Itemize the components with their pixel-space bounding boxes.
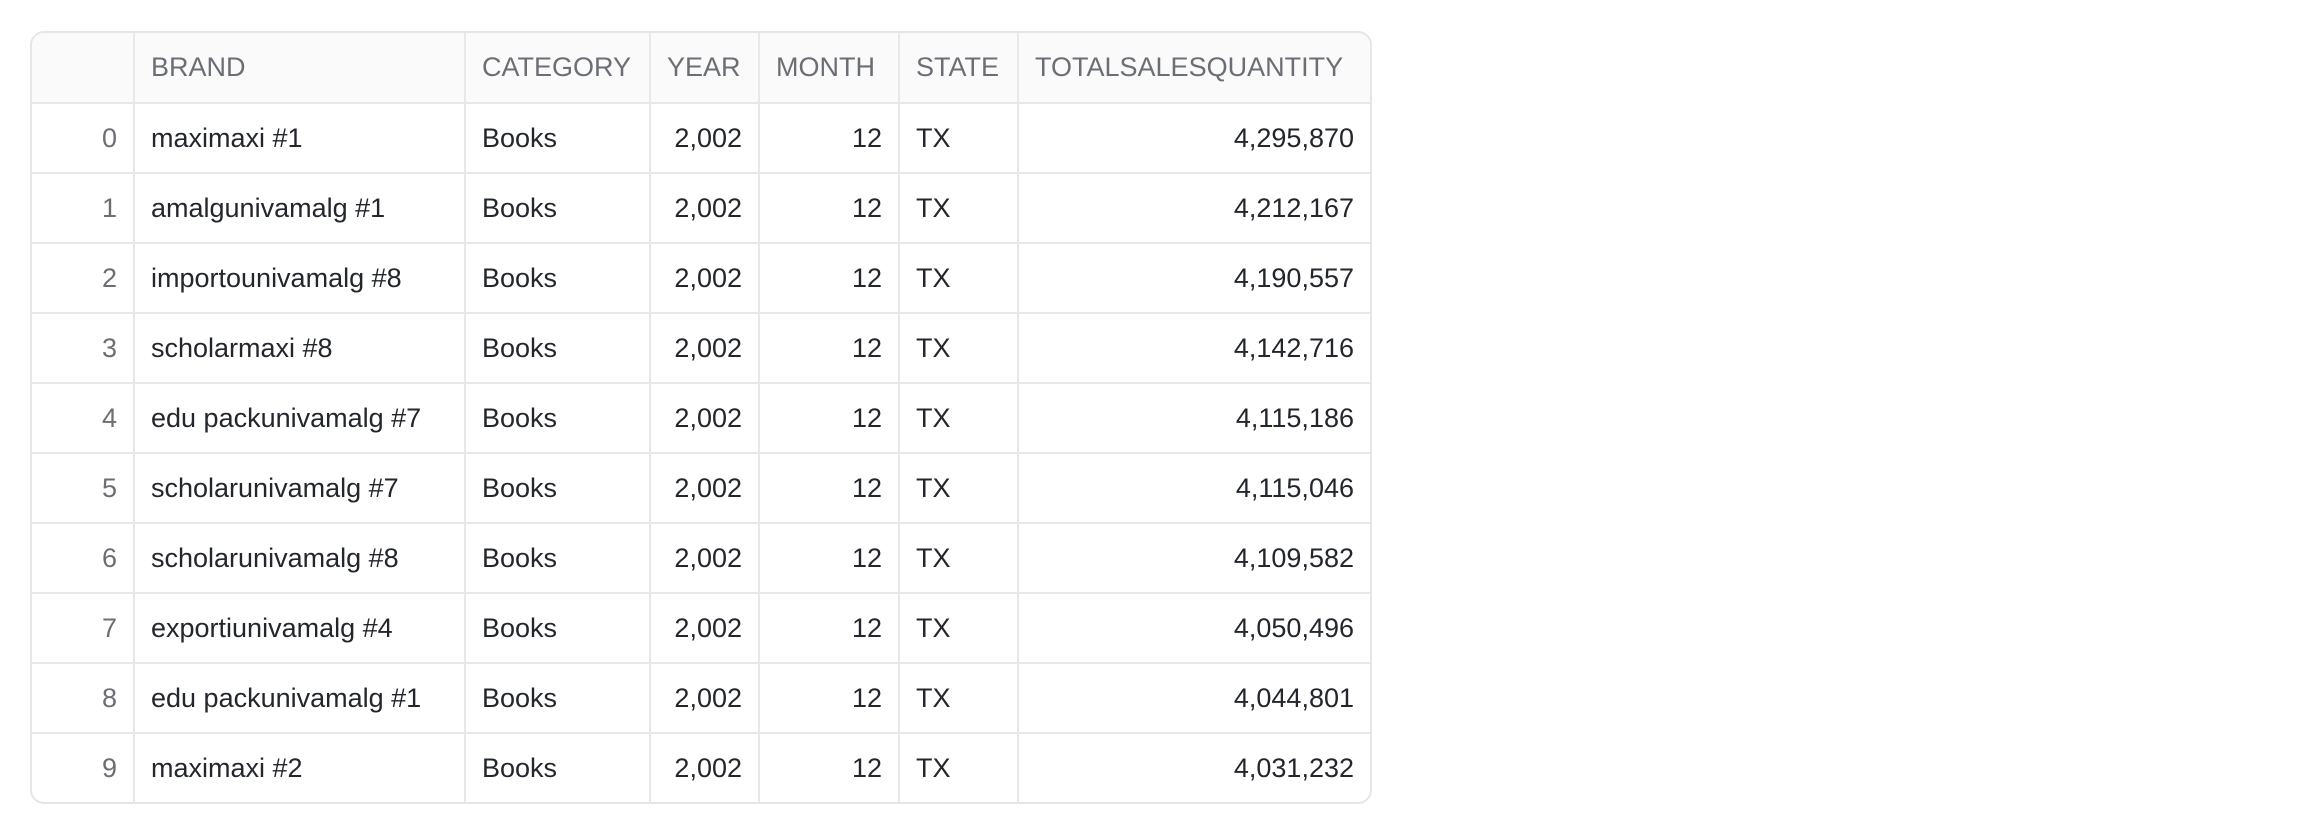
cell-state: TX [899, 313, 1019, 384]
header-index[interactable] [32, 33, 135, 104]
cell-state: TX [899, 733, 1019, 802]
cell-brand: amalgunivamalg #1 [134, 173, 466, 244]
cell-category: Books [465, 103, 651, 174]
table-row: 5 scholarunivamalg #7 Books 2,002 12 TX 4,115,… [32, 453, 1370, 524]
cell-month: 12 [759, 313, 900, 384]
header-category[interactable]: CATEGORY [465, 33, 651, 104]
cell-year: 2,002 [650, 103, 760, 174]
cell-category: Books [465, 313, 651, 384]
cell-month: 12 [759, 103, 900, 174]
cell-index: 0 [32, 103, 135, 174]
cell-state: TX [899, 593, 1019, 664]
header-brand[interactable]: BRAND [134, 33, 466, 104]
cell-total: 4,212,167 [1018, 173, 1370, 244]
cell-year: 2,002 [650, 173, 760, 244]
table-row: 4 edu packunivamalg #7 Books 2,002 12 TX 4,115… [32, 383, 1370, 454]
cell-brand: maximaxi #1 [134, 103, 466, 174]
cell-category: Books [465, 733, 651, 802]
table-row: 0 maximaxi #1 Books 2,002 12 TX 4,295,870 [32, 103, 1370, 174]
cell-state: TX [899, 243, 1019, 314]
header-state[interactable]: STATE [899, 33, 1019, 104]
cell-index: 1 [32, 173, 135, 244]
header-totalsalesquantity[interactable]: TOTALSALESQUANTITY [1018, 33, 1370, 104]
cell-year: 2,002 [650, 243, 760, 314]
cell-total: 4,044,801 [1018, 663, 1370, 734]
cell-year: 2,002 [650, 453, 760, 524]
cell-brand: edu packunivamalg #7 [134, 383, 466, 454]
header-year[interactable]: YEAR [650, 33, 760, 104]
cell-index: 7 [32, 593, 135, 664]
cell-total: 4,142,716 [1018, 313, 1370, 384]
cell-index: 8 [32, 663, 135, 734]
cell-total: 4,031,232 [1233, 752, 1354, 783]
cell-total: 4,109,582 [1018, 523, 1370, 594]
cell-state: TX [899, 103, 1019, 174]
cell-year: 2,002 [650, 663, 760, 734]
cell-brand: edu packunivamalg #1 [134, 663, 466, 734]
cell-total: 4,115,046 [1018, 453, 1370, 524]
cell-state: TX [899, 523, 1019, 594]
cell-index: 5 [32, 453, 135, 524]
header-month[interactable]: MONTH [759, 33, 900, 104]
cell-category: Books [465, 593, 651, 664]
table-row: 2 importounivamalg #8 Books 2,002 12 TX 4,190,… [32, 243, 1370, 314]
cell-total: 4,190,557 [1018, 243, 1370, 314]
cell-state: TX [899, 663, 1019, 734]
cell-month: 12 [759, 523, 900, 594]
cell-total: 4,295,870 [1018, 103, 1370, 174]
table-row: 8 edu packunivamalg #1 Books 2,002 12 TX 4,044… [32, 663, 1370, 734]
table-row: 9 maximaxi #2 Books 2,002 12 TX 4,031,232 [32, 733, 1370, 802]
cell-index: 6 [32, 523, 135, 594]
cell-category: Books [465, 173, 651, 244]
table-row: 1 amalgunivamalg #1 Books 2,002 12 TX 4,212,16… [32, 173, 1370, 244]
cell-month: 12 [759, 663, 900, 734]
cell-category: Books [465, 523, 651, 594]
cell-brand: maximaxi #2 [134, 733, 466, 802]
cell-index: 2 [32, 243, 135, 314]
cell-category: Books [465, 243, 651, 314]
data-table: BRAND CATEGORY YEAR MONTH STATE TOTALSAL… [30, 31, 1372, 804]
cell-year: 2,002 [650, 593, 760, 664]
cell-index: 3 [32, 313, 135, 384]
table-header-row: BRAND CATEGORY YEAR MONTH STATE TOTALSAL… [32, 33, 1370, 104]
cell-month: 12 [759, 383, 900, 454]
cell-index: 4 [32, 383, 135, 454]
cell-index: 9 [32, 733, 135, 802]
cell-year: 2,002 [650, 383, 760, 454]
cell-brand: scholarunivamalg #7 [134, 453, 466, 524]
cell-month: 12 [759, 243, 900, 314]
cell-brand: scholarunivamalg #8 [134, 523, 466, 594]
cell-brand: importounivamalg #8 [134, 243, 466, 314]
table-row: 6 scholarunivamalg #8 Books 2,002 12 TX 4,109,… [32, 523, 1370, 594]
cell-category: Books [465, 453, 651, 524]
cell-month: 12 [759, 593, 900, 664]
cell-month: 12 [759, 453, 900, 524]
cell-month: 12 [759, 173, 900, 244]
cell-total: 4,115,186 [1018, 383, 1370, 454]
cell-month: 12 [759, 733, 900, 802]
cell-year: 2,002 [650, 733, 760, 802]
cell-state: TX [899, 383, 1019, 454]
cell-brand: exportiunivamalg #4 [134, 593, 466, 664]
cell-state: TX [899, 453, 1019, 524]
cell-category: Books [465, 383, 651, 454]
cell-brand: scholarmaxi #8 [134, 313, 466, 384]
cell-state: TX [899, 173, 1019, 244]
table-row: 3 scholarmaxi #8 Books 2,002 12 TX 4,142,716 [32, 313, 1370, 384]
cell-year: 2,002 [650, 523, 760, 594]
cell-total: 4,050,496 [1018, 593, 1370, 664]
cell-year: 2,002 [650, 313, 760, 384]
table-row: 7 exportiunivamalg #4 Books 2,002 12 TX 4,050,… [32, 593, 1370, 664]
cell-category: Books [465, 663, 651, 734]
